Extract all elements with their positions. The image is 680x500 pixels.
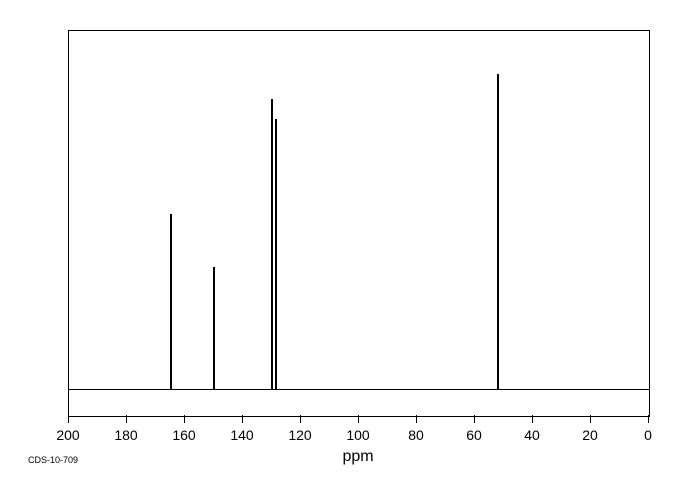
x-tick-label: 80 <box>408 427 424 443</box>
x-tick <box>416 415 417 423</box>
baseline <box>69 389 649 390</box>
peak <box>497 74 499 389</box>
x-tick <box>358 415 359 423</box>
corner-label: CDS-10-709 <box>28 455 78 465</box>
x-tick <box>68 415 69 423</box>
x-tick-label: 120 <box>288 427 311 443</box>
peak <box>275 119 277 389</box>
x-tick-label: 0 <box>644 427 652 443</box>
x-tick-label: 40 <box>524 427 540 443</box>
peak <box>170 214 172 389</box>
chart-container: 200180160140120100806040200 ppm CDS-10-7… <box>0 0 680 500</box>
peak <box>213 267 215 389</box>
x-tick <box>126 415 127 423</box>
x-tick-label: 160 <box>172 427 195 443</box>
x-tick <box>648 415 649 423</box>
x-tick <box>242 415 243 423</box>
x-tick <box>300 415 301 423</box>
x-tick <box>474 415 475 423</box>
x-tick-label: 60 <box>466 427 482 443</box>
plot-area <box>68 30 650 417</box>
x-tick-label: 200 <box>56 427 79 443</box>
x-tick <box>590 415 591 423</box>
x-tick <box>184 415 185 423</box>
x-tick-label: 100 <box>346 427 369 443</box>
x-tick <box>532 415 533 423</box>
x-tick-label: 20 <box>582 427 598 443</box>
x-axis-label: ppm <box>342 448 373 466</box>
x-tick-label: 140 <box>230 427 253 443</box>
x-tick-label: 180 <box>114 427 137 443</box>
peak <box>271 99 273 389</box>
